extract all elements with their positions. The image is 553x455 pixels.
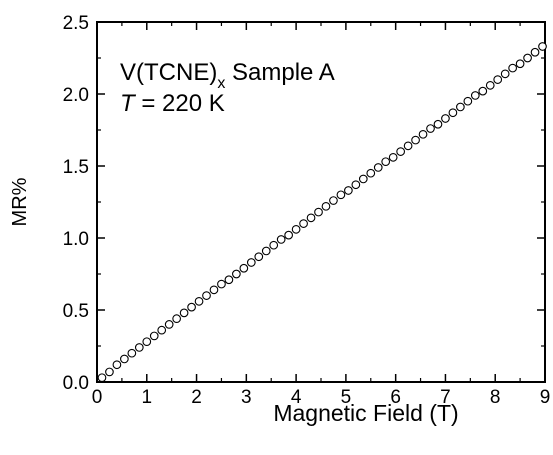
data-point: [515, 59, 525, 69]
data-point: [127, 348, 137, 358]
data-point: [164, 320, 174, 329]
data-point: [105, 367, 114, 377]
x-tick-label: 0: [92, 387, 103, 408]
data-point: [433, 119, 443, 129]
data-point: [202, 291, 211, 300]
data-point: [172, 314, 181, 323]
data-point: [276, 235, 286, 244]
data-point: [500, 69, 510, 79]
data-point: [485, 81, 495, 90]
y-tick-label: 2.0: [63, 85, 89, 106]
data-point: [112, 360, 122, 370]
data-point: [149, 331, 159, 341]
data-point: [194, 297, 204, 306]
data-point: [426, 124, 435, 133]
data-point: [97, 373, 107, 383]
data-point: [456, 102, 465, 112]
data-point: [478, 86, 488, 96]
x-tick-label: 2: [191, 387, 202, 408]
y-tick-label: 0.5: [63, 301, 89, 322]
data-point: [209, 285, 219, 295]
data-point: [329, 196, 338, 205]
data-point: [530, 47, 540, 57]
annotation-temperature: T = 220 K: [120, 90, 225, 117]
x-tick-label: 1: [141, 387, 152, 408]
data-point: [373, 163, 383, 172]
data-point: [381, 157, 391, 167]
data-point: [314, 207, 323, 217]
data-point: [493, 75, 503, 84]
data-point: [523, 53, 532, 63]
data-point: [366, 168, 376, 178]
data-point: [291, 225, 301, 234]
x-tick-label: 6: [390, 387, 401, 408]
data-point: [358, 174, 368, 184]
data-point: [448, 108, 458, 118]
x-tick-label: 5: [341, 387, 352, 408]
annotation-temperature-rest: = 220 K: [135, 90, 225, 117]
x-axis-ticks: 0 1 2 3 4 5 6 7 8 9: [92, 22, 551, 408]
data-point: [351, 180, 361, 190]
data-point: [269, 240, 279, 250]
data-point: [142, 337, 152, 347]
y-tick-label: 2.5: [63, 13, 89, 34]
x-tick-label: 7: [440, 387, 451, 408]
y-tick-label: 1.0: [63, 229, 89, 250]
data-point: [179, 308, 189, 318]
data-point: [418, 129, 428, 139]
annotation-sample: V(TCNE)x Sample A: [120, 59, 335, 92]
data-point: [388, 153, 398, 162]
data-point: [239, 263, 249, 273]
x-axis-label: Magnetic Field (T): [273, 400, 458, 426]
data-point: [306, 213, 316, 223]
y-tick-label: 1.5: [63, 157, 89, 178]
y-tick-label: 0.0: [63, 373, 89, 394]
data-point: [299, 219, 308, 228]
data-point: [232, 269, 241, 279]
data-point: [157, 325, 167, 335]
data-point: [396, 147, 405, 156]
data-point: [441, 114, 450, 123]
data-point: [246, 258, 256, 267]
data-point: [463, 96, 473, 106]
x-tick-label: 9: [540, 387, 551, 408]
annotation-sample-rest: Sample A: [225, 59, 334, 86]
data-point: [538, 42, 547, 51]
data-point: [254, 252, 264, 262]
y-axis-label: MR%: [9, 177, 31, 226]
x-tick-label: 8: [490, 387, 501, 408]
data-series: [97, 42, 547, 383]
annotation-temperature-var: T: [120, 90, 137, 117]
annotation-sample-subscript: x: [217, 75, 225, 92]
annotation-sample-main: V(TCNE): [120, 59, 217, 86]
x-tick-label: 3: [241, 387, 252, 408]
y-axis-ticks: 0.0 0.5 1.0 1.5 2.0 2.5: [63, 13, 545, 394]
x-tick-label: 4: [291, 387, 302, 408]
data-point: [508, 63, 517, 73]
data-point: [187, 302, 196, 312]
data-point: [261, 246, 271, 256]
data-point: [403, 141, 413, 151]
data-point: [224, 275, 234, 285]
data-point: [470, 91, 480, 100]
data-point: [336, 190, 346, 200]
data-point: [321, 201, 331, 211]
data-point: [120, 354, 129, 364]
data-point: [284, 230, 293, 240]
data-point: [411, 135, 420, 145]
data-point: [217, 279, 226, 289]
data-point: [344, 186, 353, 195]
data-point: [134, 343, 144, 352]
